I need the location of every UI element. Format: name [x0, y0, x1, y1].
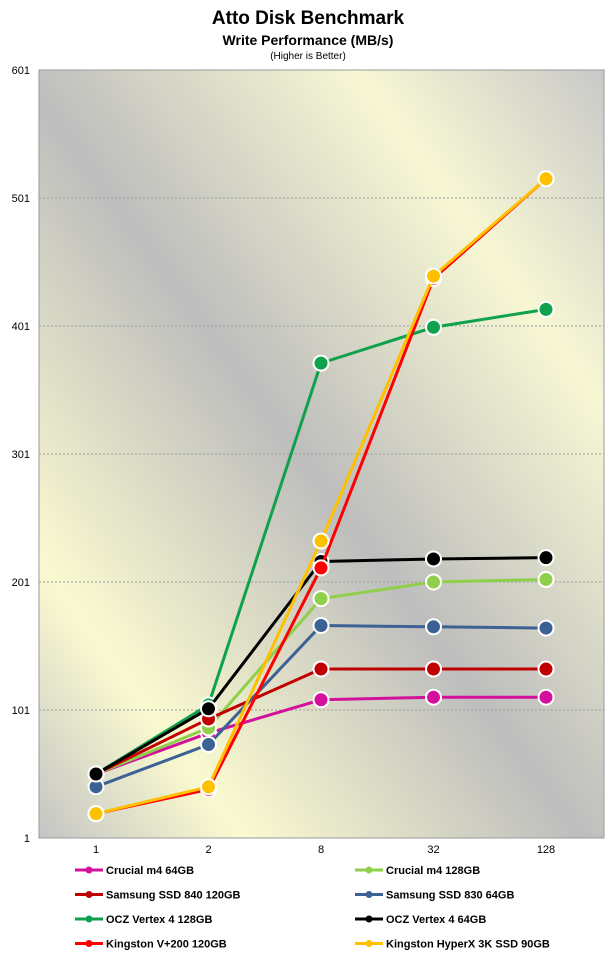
y-axis-ticks: 1 101 201 301 401 501 601 — [12, 65, 30, 845]
y-tick-label: 1 — [24, 833, 30, 845]
x-tick-label: 128 — [537, 844, 555, 856]
legend-swatch-dot — [85, 940, 93, 947]
data-point — [537, 549, 555, 567]
data-point — [312, 532, 330, 550]
legend-swatch-dot — [365, 915, 373, 923]
x-tick-label: 1 — [93, 844, 99, 856]
legend-item: Samsung SSD 830 64GB — [355, 890, 514, 902]
data-point — [537, 688, 555, 706]
data-point — [537, 619, 555, 637]
legend: Crucial m4 64GB Crucial m4 128GB Samsung S… — [75, 865, 550, 951]
legend-swatch-dot — [85, 915, 93, 923]
data-point — [312, 354, 330, 372]
data-point — [425, 318, 442, 336]
data-point — [425, 618, 442, 636]
legend-label: OCZ Vertex 4 64GB — [386, 914, 486, 926]
data-point — [200, 736, 217, 754]
data-point — [200, 778, 217, 796]
data-point — [200, 700, 217, 718]
legend-item: OCZ Vertex 4 64GB — [355, 914, 486, 926]
x-tick-label: 32 — [427, 844, 439, 856]
x-axis-ticks: 1 2 8 32 128 — [93, 844, 555, 856]
data-point — [425, 660, 442, 678]
chart-note: (Higher is Better) — [270, 51, 346, 62]
x-tick-label: 8 — [318, 844, 324, 856]
legend-swatch-dot — [85, 866, 93, 874]
legend-label: Crucial m4 128GB — [386, 865, 480, 877]
y-tick-label: 501 — [12, 193, 30, 205]
data-point — [425, 573, 442, 591]
legend-swatch-dot — [365, 866, 373, 874]
data-point — [312, 660, 330, 678]
legend-item: OCZ Vertex 4 128GB — [75, 914, 212, 926]
data-point — [537, 300, 555, 318]
data-point — [312, 691, 330, 709]
legend-swatch-dot — [365, 891, 373, 898]
series-3 — [87, 617, 555, 796]
y-tick-label: 401 — [12, 321, 30, 333]
data-point — [425, 267, 442, 285]
data-point — [537, 660, 555, 678]
y-tick-label: 201 — [12, 577, 30, 589]
data-point — [425, 688, 442, 706]
legend-label: Kingston HyperX 3K SSD 90GB — [386, 939, 550, 951]
x-tick-label: 2 — [205, 844, 211, 856]
data-point — [312, 617, 330, 635]
series-7 — [87, 170, 555, 823]
data-point — [537, 170, 555, 188]
legend-label: Samsung SSD 830 64GB — [386, 890, 514, 902]
data-point — [425, 550, 442, 568]
legend-label: Samsung SSD 840 120GB — [106, 890, 241, 902]
legend-item: Crucial m4 64GB — [75, 865, 194, 877]
y-tick-label: 301 — [12, 449, 30, 461]
legend-swatch-dot — [365, 940, 373, 947]
legend-item: Kingston HyperX 3K SSD 90GB — [355, 939, 550, 951]
chart-title: Atto Disk Benchmark — [212, 8, 405, 29]
legend-label: Kingston V+200 120GB — [106, 939, 227, 951]
y-tick-label: 101 — [12, 705, 30, 717]
chart-subtitle: Write Performance (MB/s) — [223, 32, 394, 48]
plot-area — [38, 69, 605, 839]
data-point — [537, 570, 555, 588]
legend-label: OCZ Vertex 4 128GB — [106, 914, 212, 926]
data-point — [87, 805, 105, 823]
legend-swatch-dot — [85, 891, 93, 898]
data-point — [87, 765, 105, 783]
legend-item: Kingston V+200 120GB — [75, 939, 227, 951]
legend-item: Crucial m4 128GB — [355, 865, 480, 877]
legend-label: Crucial m4 64GB — [106, 865, 194, 877]
series-group — [87, 170, 555, 823]
data-point — [312, 559, 330, 577]
legend-item: Samsung SSD 840 120GB — [75, 890, 241, 902]
data-point — [312, 590, 330, 608]
y-tick-label: 601 — [12, 65, 30, 77]
